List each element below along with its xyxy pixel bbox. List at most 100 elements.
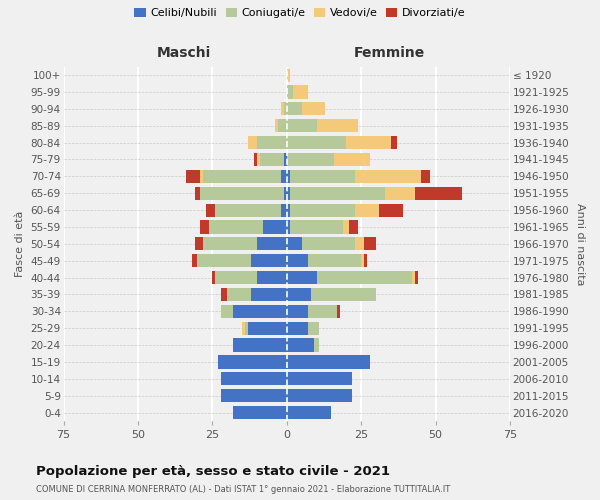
- Bar: [343, 220, 349, 234]
- Bar: [215, 271, 257, 284]
- Bar: [287, 322, 308, 335]
- Bar: [355, 170, 421, 183]
- Bar: [227, 288, 251, 301]
- Y-axis label: Anni di nascita: Anni di nascita: [575, 202, 585, 285]
- Bar: [290, 204, 355, 216]
- Bar: [287, 68, 290, 82]
- Bar: [254, 153, 257, 166]
- Bar: [302, 102, 325, 116]
- Bar: [412, 271, 415, 284]
- Bar: [221, 372, 287, 386]
- Bar: [293, 86, 308, 98]
- Bar: [221, 389, 287, 402]
- Bar: [278, 119, 287, 132]
- Bar: [251, 254, 287, 268]
- Bar: [245, 322, 248, 335]
- Y-axis label: Fasce di età: Fasce di età: [15, 210, 25, 277]
- Bar: [221, 288, 227, 301]
- Bar: [200, 220, 209, 234]
- Text: Femmine: Femmine: [354, 46, 425, 60]
- Text: Popolazione per età, sesso e stato civile - 2021: Popolazione per età, sesso e stato civil…: [36, 464, 390, 477]
- Bar: [290, 220, 343, 234]
- Bar: [287, 119, 317, 132]
- Bar: [415, 186, 463, 200]
- Bar: [287, 406, 331, 419]
- Bar: [290, 186, 385, 200]
- Bar: [421, 170, 430, 183]
- Bar: [290, 170, 355, 183]
- Bar: [191, 254, 197, 268]
- Bar: [391, 136, 397, 149]
- Bar: [287, 136, 346, 149]
- Bar: [233, 406, 287, 419]
- Bar: [215, 204, 281, 216]
- Bar: [260, 153, 284, 166]
- Bar: [203, 238, 257, 250]
- Bar: [287, 338, 314, 351]
- Bar: [212, 271, 215, 284]
- Bar: [308, 322, 319, 335]
- Bar: [334, 153, 370, 166]
- Bar: [364, 254, 367, 268]
- Bar: [385, 186, 415, 200]
- Bar: [355, 238, 364, 250]
- Bar: [287, 186, 290, 200]
- Bar: [200, 186, 284, 200]
- Legend: Celibi/Nubili, Coniugati/e, Vedovi/e, Divorziati/e: Celibi/Nubili, Coniugati/e, Vedovi/e, Di…: [132, 6, 468, 20]
- Text: Maschi: Maschi: [157, 46, 211, 60]
- Bar: [364, 238, 376, 250]
- Bar: [355, 204, 379, 216]
- Bar: [281, 204, 287, 216]
- Bar: [233, 304, 287, 318]
- Bar: [203, 170, 281, 183]
- Bar: [233, 338, 287, 351]
- Bar: [287, 304, 308, 318]
- Bar: [257, 238, 287, 250]
- Bar: [287, 271, 317, 284]
- Bar: [197, 254, 251, 268]
- Bar: [287, 220, 290, 234]
- Bar: [287, 102, 302, 116]
- Bar: [275, 119, 278, 132]
- Bar: [284, 153, 287, 166]
- Bar: [361, 254, 364, 268]
- Text: COMUNE DI CERRINA MONFERRATO (AL) - Dati ISTAT 1° gennaio 2021 - Elaborazione TU: COMUNE DI CERRINA MONFERRATO (AL) - Dati…: [36, 485, 450, 494]
- Bar: [308, 304, 337, 318]
- Bar: [281, 170, 287, 183]
- Bar: [287, 389, 352, 402]
- Bar: [185, 170, 200, 183]
- Bar: [248, 322, 287, 335]
- Bar: [209, 220, 263, 234]
- Bar: [257, 271, 287, 284]
- Bar: [317, 119, 358, 132]
- Bar: [287, 204, 290, 216]
- Bar: [311, 288, 376, 301]
- Bar: [415, 271, 418, 284]
- Bar: [281, 102, 284, 116]
- Bar: [317, 271, 412, 284]
- Bar: [302, 238, 355, 250]
- Bar: [287, 288, 311, 301]
- Bar: [287, 86, 293, 98]
- Bar: [287, 372, 352, 386]
- Bar: [308, 254, 361, 268]
- Bar: [287, 254, 308, 268]
- Bar: [257, 136, 287, 149]
- Bar: [337, 304, 340, 318]
- Bar: [346, 136, 391, 149]
- Bar: [349, 220, 358, 234]
- Bar: [248, 136, 257, 149]
- Bar: [242, 322, 245, 335]
- Bar: [263, 220, 287, 234]
- Bar: [284, 186, 287, 200]
- Bar: [218, 356, 287, 368]
- Bar: [251, 288, 287, 301]
- Bar: [379, 204, 403, 216]
- Bar: [221, 304, 233, 318]
- Bar: [200, 170, 203, 183]
- Bar: [194, 186, 200, 200]
- Bar: [194, 238, 203, 250]
- Bar: [314, 338, 319, 351]
- Bar: [287, 170, 290, 183]
- Bar: [257, 153, 260, 166]
